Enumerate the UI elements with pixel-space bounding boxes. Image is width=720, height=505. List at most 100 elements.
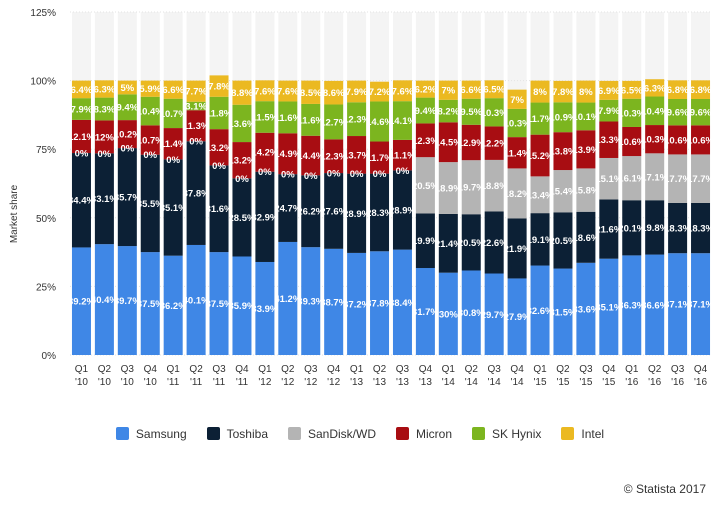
x-tick-label: Q3	[579, 364, 593, 375]
x-tick-label: Q4	[419, 364, 433, 375]
x-tick-label: Q3	[396, 364, 410, 375]
legend-label: Micron	[416, 427, 452, 441]
data-label: 0%	[258, 167, 272, 178]
data-label: 6.6%	[162, 85, 184, 96]
x-tick-label: '13	[350, 377, 363, 388]
data-label: 11.3%	[183, 121, 210, 132]
data-label: 7.6%	[277, 87, 299, 98]
x-tick-label: Q3	[671, 364, 685, 375]
x-tick-label: Q3	[304, 364, 318, 375]
data-label: 6.8%	[690, 85, 712, 96]
stacked-bar-chart: 39.2%34.4%0%12.1%7.9%6.4%40.4%33.1%0%12%…	[0, 0, 720, 420]
x-tick-label: '12	[304, 377, 317, 388]
data-label: 8.2%	[437, 107, 459, 118]
data-label: 0%	[166, 155, 180, 166]
data-label: 9.4%	[415, 106, 437, 117]
legend-item-toshiba[interactable]: Toshiba	[207, 427, 268, 441]
data-label: 0%	[235, 174, 249, 185]
legend-item-sandisk-wd[interactable]: SanDisk/WD	[288, 427, 376, 441]
x-tick-label: '12	[258, 377, 271, 388]
x-tick-label: Q1	[75, 364, 89, 375]
data-label: 9.6%	[667, 108, 689, 119]
data-label: 33.9%	[251, 304, 278, 315]
data-label: 6.5%	[621, 85, 643, 96]
legend-item-intel[interactable]: Intel	[561, 427, 604, 441]
x-tick-label: '16	[694, 377, 707, 388]
legend-swatch	[396, 427, 409, 440]
data-label: 0%	[189, 137, 203, 148]
x-tick-label: Q1	[533, 364, 547, 375]
data-label: 0%	[281, 170, 295, 181]
y-tick-label: 100%	[30, 77, 56, 88]
x-tick-label: '12	[327, 377, 340, 388]
legend-item-micron[interactable]: Micron	[396, 427, 452, 441]
x-tick-label: Q2	[98, 364, 112, 375]
legend-swatch	[207, 427, 220, 440]
data-label: 12%	[95, 132, 115, 143]
x-tick-label: '15	[602, 377, 615, 388]
data-label: 37.8%	[183, 189, 210, 200]
data-label: 35.1%	[160, 203, 187, 214]
data-label: 28.9%	[389, 205, 416, 216]
legend-swatch	[472, 427, 485, 440]
y-tick-label: 75%	[36, 145, 56, 156]
y-tick-label: 0%	[42, 351, 57, 362]
legend-swatch	[116, 427, 129, 440]
data-label: 11.8%	[206, 108, 233, 119]
x-tick-label: '16	[625, 377, 638, 388]
data-label: 10.6%	[687, 135, 714, 146]
data-label: 10.4%	[641, 106, 668, 117]
x-tick-label: '10	[144, 377, 157, 388]
x-tick-label: '14	[488, 377, 501, 388]
data-label: 7.8%	[208, 82, 230, 93]
x-tick-label: Q4	[327, 364, 341, 375]
x-tick-label: '13	[373, 377, 386, 388]
data-label: 6.5%	[483, 85, 505, 96]
data-label: 6.2%	[415, 85, 437, 96]
statista-credit: © Statista 2017	[624, 482, 706, 496]
data-label: 10.3%	[481, 108, 508, 119]
x-tick-label: Q1	[258, 364, 272, 375]
data-label: 0%	[120, 144, 134, 155]
legend-label: SanDisk/WD	[308, 427, 376, 441]
data-label: 12.1%	[68, 132, 95, 143]
legend-item-samsung[interactable]: Samsung	[116, 427, 187, 441]
data-label: 7.8%	[552, 87, 574, 98]
data-label: 10.7%	[160, 109, 187, 120]
x-tick-label: '10	[121, 377, 134, 388]
data-label: 7.9%	[71, 105, 93, 116]
x-tick-label: '16	[648, 377, 661, 388]
x-tick-label: '10	[75, 377, 88, 388]
x-tick-label: '13	[396, 377, 409, 388]
data-label: 6.6%	[460, 85, 482, 96]
data-label: 0%	[143, 150, 157, 161]
data-label: 30%	[439, 309, 459, 320]
data-label: 11.1%	[389, 151, 416, 162]
y-tick-label: 125%	[30, 8, 56, 19]
data-label: 37.1%	[687, 300, 714, 311]
data-label: 9.6%	[690, 108, 712, 119]
data-label: 10.1%	[572, 112, 599, 123]
x-tick-label: Q4	[235, 364, 249, 375]
data-label: 8%	[533, 87, 547, 98]
x-tick-label: '15	[534, 377, 547, 388]
x-tick-label: Q2	[556, 364, 570, 375]
x-tick-label: '10	[98, 377, 111, 388]
data-label: 7.7%	[185, 87, 207, 98]
legend-item-sk-hynix[interactable]: SK Hynix	[472, 427, 541, 441]
data-label: 0%	[350, 169, 364, 180]
data-label: 8%	[579, 87, 593, 98]
x-tick-label: '12	[281, 377, 294, 388]
legend-label: Toshiba	[227, 427, 268, 441]
data-label: 6.4%	[71, 85, 93, 96]
data-label: 0%	[75, 149, 89, 160]
data-label: 7%	[510, 95, 524, 106]
data-label: 17.7%	[687, 174, 714, 185]
x-tick-label: '16	[671, 377, 684, 388]
data-label: 9.4%	[116, 103, 138, 114]
data-label: 6.3%	[94, 84, 116, 95]
x-tick-label: Q2	[281, 364, 295, 375]
data-label: 0%	[98, 149, 112, 160]
x-tick-label: '11	[236, 377, 249, 388]
data-label: 0%	[304, 171, 318, 182]
